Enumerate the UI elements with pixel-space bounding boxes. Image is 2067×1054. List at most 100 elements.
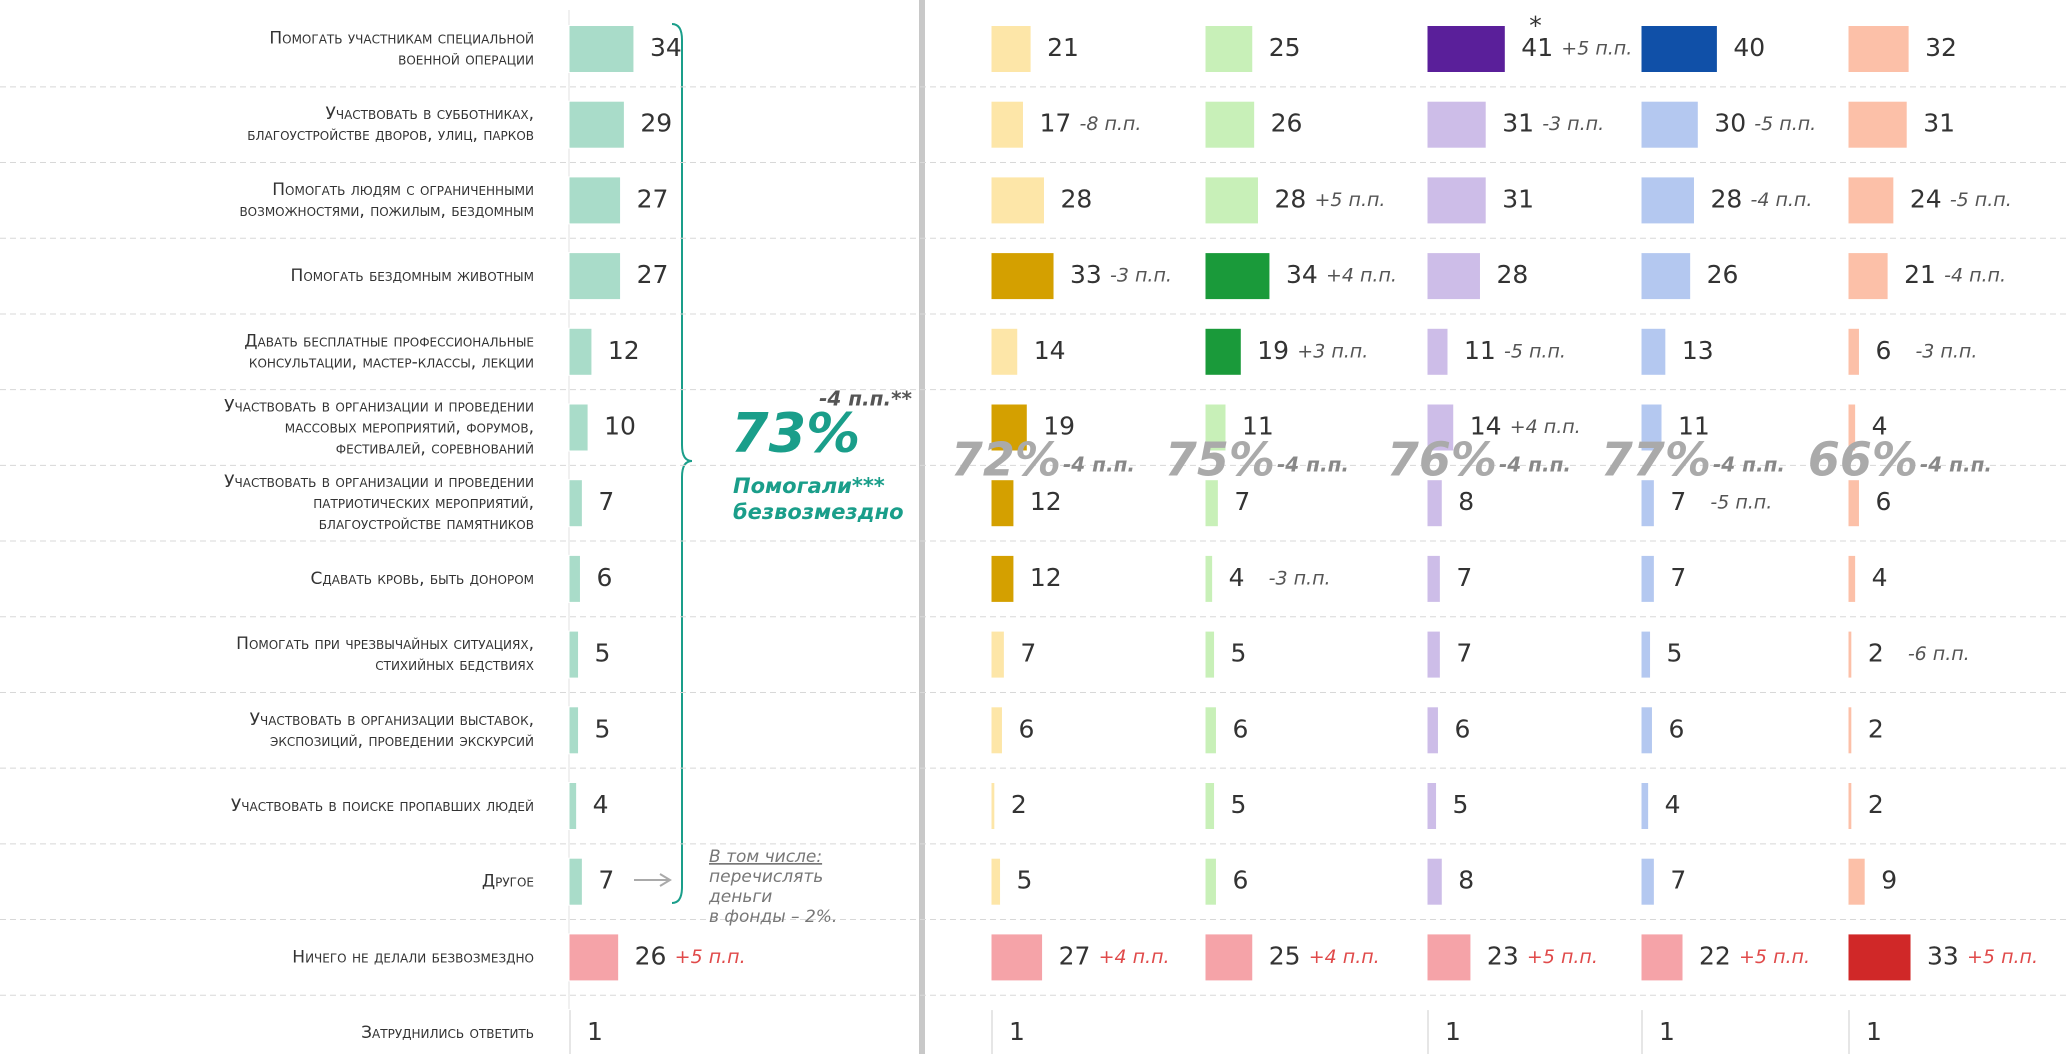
- change-note: +4 п.п.: [1510, 416, 1581, 438]
- category-label: Сдавать кровь, быть донором: [311, 569, 534, 589]
- change-note: -8 п.п.: [1079, 113, 1141, 135]
- value-label: 7: [1234, 487, 1250, 516]
- category-label: Участвовать в организации и проведении па…: [224, 472, 534, 534]
- bar: [1204, 554, 1214, 603]
- bar: [1426, 706, 1439, 755]
- change-note: -5 п.п.: [1710, 492, 1772, 514]
- category-label: Ничего не делали безвозмездно: [292, 947, 534, 967]
- total-percent: 77%: [1601, 433, 1711, 487]
- total-change: -4 п.п.: [1920, 453, 1992, 477]
- value-label: 31: [1502, 109, 1534, 138]
- value-label: 30: [1714, 109, 1746, 138]
- value-label: 1: [1659, 1017, 1675, 1046]
- change-note: +3 п.п.: [1297, 340, 1368, 362]
- value-label: 5: [1231, 639, 1247, 668]
- value-label: 23: [1487, 941, 1519, 970]
- bar: [1204, 327, 1242, 376]
- bar: [990, 1009, 994, 1054]
- bar: [990, 857, 1002, 906]
- bar: [1426, 857, 1443, 906]
- value-label: 12: [608, 336, 640, 365]
- arrow-head: [659, 873, 672, 887]
- value-label: 14: [1034, 336, 1066, 365]
- bar: [1640, 554, 1655, 603]
- value-label: 19: [1043, 412, 1075, 441]
- bar: [990, 479, 1015, 528]
- value-label: 28: [1274, 184, 1306, 213]
- change-note: -3 п.п.: [1110, 265, 1172, 287]
- bar: [1426, 554, 1441, 603]
- value-label: 2: [1011, 790, 1027, 819]
- value-label: 27: [1059, 941, 1091, 970]
- bar: [990, 25, 1032, 73]
- category-label: Помогать бездомным животным: [291, 266, 534, 286]
- value-label: 6: [1232, 714, 1248, 743]
- bar: [1426, 630, 1441, 679]
- change-note: +4 п.п.: [1309, 946, 1380, 968]
- bar: [990, 176, 1045, 225]
- bar: [1426, 933, 1472, 982]
- change-note: -3 п.п.: [1269, 567, 1331, 589]
- bar: [568, 782, 578, 830]
- category-label: Помогать участникам специальной военной о…: [269, 29, 534, 70]
- change-note: +4 п.п.: [1326, 265, 1397, 287]
- value-label: 14: [1470, 412, 1502, 441]
- bar: [1204, 857, 1217, 906]
- value-label: 27: [637, 260, 669, 289]
- bar: [1204, 176, 1259, 225]
- bar: [990, 327, 1019, 376]
- change-note: -5 п.п.: [1504, 340, 1566, 362]
- bar: [1204, 630, 1216, 679]
- bar: [990, 933, 1044, 982]
- bar: [1204, 706, 1217, 755]
- total-label: безвозмездно: [733, 500, 904, 524]
- bar: [990, 706, 1003, 755]
- change-note: -5 п.п.: [1950, 189, 2012, 211]
- category-label: Участвовать в субботниках, благоустройств…: [247, 104, 534, 145]
- value-label: 1: [1866, 1017, 1882, 1046]
- bar: [568, 252, 622, 301]
- total-label: Помогали***: [733, 474, 885, 498]
- category-label: Участвовать в организации и проведении ма…: [224, 397, 534, 459]
- bar: [1426, 252, 1481, 301]
- total-percent: 72%: [951, 433, 1061, 487]
- bar: [1426, 100, 1487, 149]
- value-label: 7: [1670, 487, 1686, 516]
- bar: [990, 554, 1015, 603]
- bar: [568, 25, 635, 73]
- value-label: 21: [1047, 33, 1079, 62]
- bar: [568, 933, 620, 982]
- change-note: +5 п.п.: [675, 946, 746, 968]
- value-label: 7: [1456, 639, 1472, 668]
- category-label: Помогать при чрезвычайных ситуациях, стих…: [236, 634, 534, 675]
- value-label: 22: [1699, 941, 1731, 970]
- change-note: -3 п.п.: [1915, 340, 1977, 362]
- value-label: 5: [1453, 790, 1469, 819]
- value-label: 25: [1269, 941, 1301, 970]
- bar: [1847, 630, 1853, 679]
- value-label: 5: [1667, 639, 1683, 668]
- category-label: Участвовать в поиске пропавших людей: [231, 796, 534, 816]
- total-change: -4 п.п.: [1277, 453, 1349, 477]
- total-percent: 66%: [1808, 433, 1918, 487]
- value-label: 6: [1875, 487, 1891, 516]
- bar: [1640, 630, 1652, 679]
- bar: [990, 100, 1024, 149]
- value-label: 10: [604, 412, 636, 441]
- category-label: Давать бесплатные профессиональные консул…: [244, 331, 534, 372]
- value-label: 6: [1454, 714, 1470, 743]
- value-label: 40: [1733, 33, 1765, 62]
- bar: [1204, 782, 1216, 830]
- change-note: -4 п.п.: [1944, 265, 2006, 287]
- value-label: 32: [1925, 33, 1957, 62]
- bar: [1426, 782, 1438, 830]
- value-label: 24: [1910, 184, 1942, 213]
- value-label: 5: [595, 714, 611, 743]
- value-label: 6: [1232, 866, 1248, 895]
- value-label: 6: [1018, 714, 1034, 743]
- total-change: -4 п.п.: [1063, 453, 1135, 477]
- value-label: 25: [1269, 33, 1301, 62]
- value-label: 26: [1707, 260, 1739, 289]
- bar: [1426, 1009, 1430, 1054]
- change-note: -4 п.п.: [1750, 189, 1812, 211]
